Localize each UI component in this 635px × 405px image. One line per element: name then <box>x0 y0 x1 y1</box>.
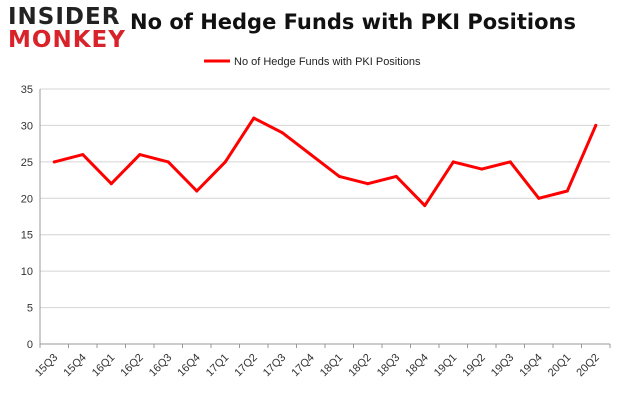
data-point <box>52 160 56 164</box>
x-tick-label: 15Q3 <box>33 352 61 380</box>
data-point <box>537 196 541 200</box>
legend: No of Hedge Funds with PKI Positions <box>204 56 421 68</box>
x-tick-label: 18Q1 <box>318 352 346 380</box>
y-tick-label: 30 <box>21 120 33 132</box>
x-tick-label: 19Q2 <box>460 352 488 380</box>
x-tick-labels: 15Q3 15Q4 16Q1 16Q2 16Q3 16Q4 17Q1 17Q2 17Q3 17Q4… <box>33 352 602 380</box>
x-tick-label: 17Q3 <box>261 352 289 380</box>
logo-text-top: INSIDER <box>8 4 121 30</box>
chart-title: No of Hedge Funds with PKI Positions <box>130 10 576 34</box>
data-point <box>594 123 598 127</box>
data-point <box>451 160 455 164</box>
data-point <box>223 160 227 164</box>
data-point <box>309 153 313 157</box>
y-tick-label: 0 <box>27 339 33 351</box>
x-tick-label: 19Q1 <box>432 352 460 380</box>
logo-text-bottom: MONKEY <box>8 27 126 53</box>
x-tick-label: 17Q4 <box>289 352 317 380</box>
y-tick-label: 10 <box>21 266 33 278</box>
data-point <box>366 182 370 186</box>
data-point <box>337 174 341 178</box>
legend-label: No of Hedge Funds with PKI Positions <box>234 56 421 68</box>
data-point <box>195 189 199 193</box>
data-point <box>166 160 170 164</box>
y-tick-label: 25 <box>21 157 33 169</box>
x-tick-label: 19Q3 <box>489 352 517 380</box>
data-point <box>138 153 142 157</box>
data-point <box>109 182 113 186</box>
y-tick-label: 5 <box>27 303 33 315</box>
x-tick-label: 16Q4 <box>175 352 203 380</box>
y-tick-label: 20 <box>21 193 33 205</box>
data-point <box>394 174 398 178</box>
data-point <box>480 167 484 171</box>
x-tick-label: 18Q2 <box>346 352 374 380</box>
data-point <box>423 204 427 208</box>
y-tick-label: 35 <box>21 84 33 96</box>
data-point <box>81 153 85 157</box>
data-point <box>280 131 284 135</box>
series-layer <box>52 116 598 208</box>
x-tick-label: 20Q2 <box>574 352 602 380</box>
x-tick-label: 16Q1 <box>90 352 118 380</box>
data-point <box>565 189 569 193</box>
series-line <box>52 116 598 208</box>
axes <box>39 89 611 348</box>
x-tick-label: 16Q3 <box>147 352 175 380</box>
x-tick-label: 17Q2 <box>232 352 260 380</box>
y-tick-labels: 0 5 10 15 20 25 30 35 <box>21 84 33 351</box>
x-tick-label: 20Q1 <box>546 352 574 380</box>
x-tick-label: 18Q3 <box>375 352 403 380</box>
grid-lines <box>40 88 610 309</box>
x-tick-label: 17Q1 <box>204 352 232 380</box>
x-tick-label: 16Q2 <box>118 352 146 380</box>
x-tick-label: 19Q4 <box>517 352 545 380</box>
insider-monkey-logo: INSIDER MONKEY <box>8 4 125 52</box>
data-point <box>508 160 512 164</box>
y-tick-label: 15 <box>21 230 33 242</box>
x-tick-label: 15Q4 <box>61 352 89 380</box>
x-tick-label: 18Q4 <box>403 352 431 380</box>
data-point <box>252 116 256 120</box>
